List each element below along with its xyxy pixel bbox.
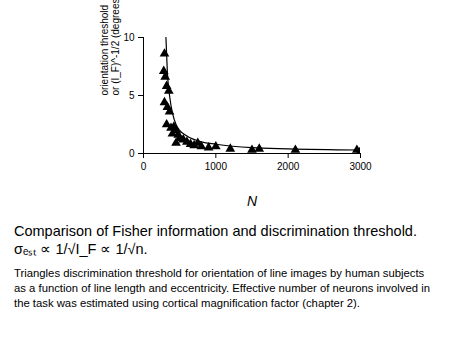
svg-text:3000: 3000 [349,161,372,172]
svg-text:N: N [247,193,258,209]
html-text:Triangles discrimination thres: Triangles discrimination threshold for o… [14,267,430,309]
svg-text:1000: 1000 [205,161,228,172]
svg-text:2000: 2000 [277,161,300,172]
svg-text:5: 5 [129,90,135,101]
svg-text:0: 0 [129,148,135,159]
html-text:Comparison of Fisher informati: Comparison of Fisher information and dis… [14,223,417,257]
svg-text:orientation thresholdor (I_F)^: orientation thresholdor (I_F)^-1/2 (degr… [99,0,121,96]
svg-text:10: 10 [123,32,135,43]
svg-text:0: 0 [141,161,147,172]
